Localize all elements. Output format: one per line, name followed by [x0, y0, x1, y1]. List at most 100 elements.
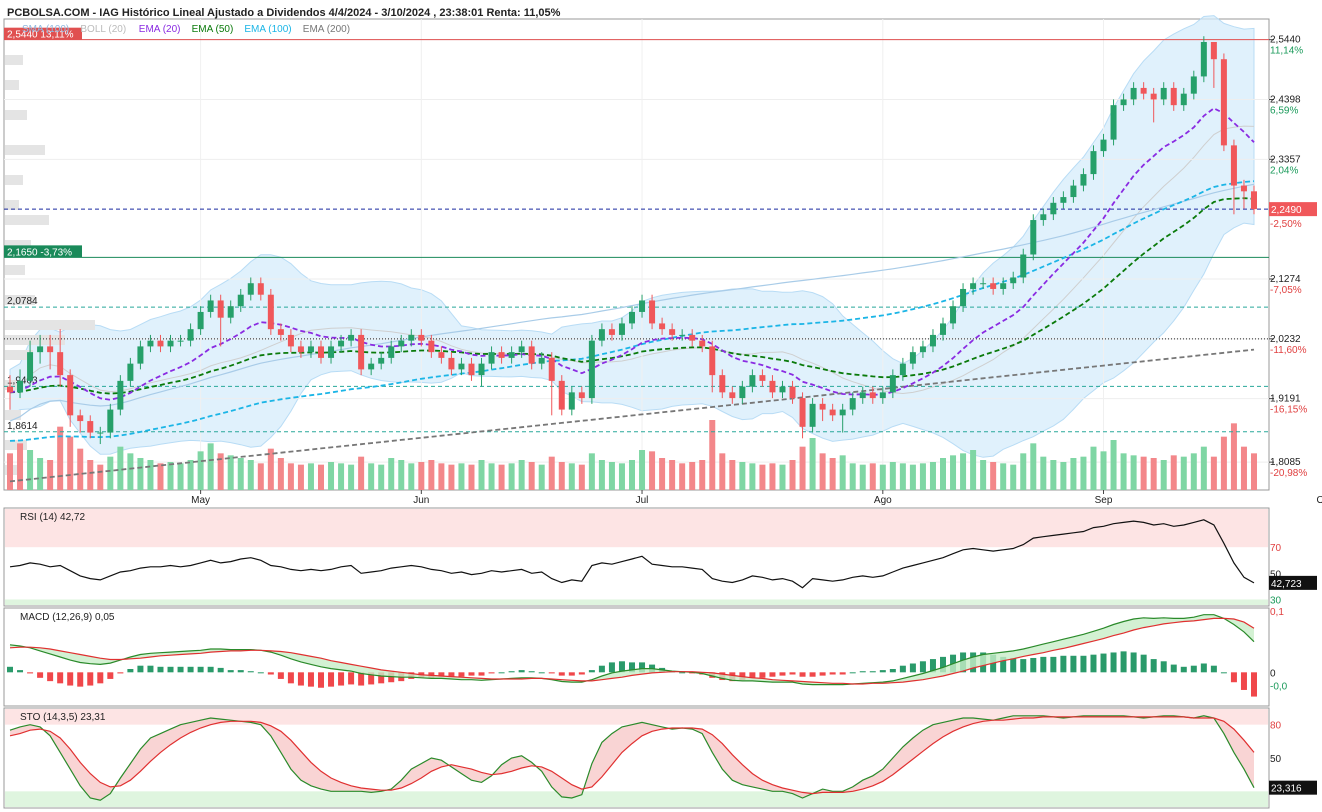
- macd-histogram-bar: [328, 672, 335, 687]
- candle-body: [1251, 191, 1257, 210]
- macd-histogram-bar: [799, 672, 806, 677]
- chart-title: PCBOLSA.COM - IAG Histórico Lineal Ajust…: [7, 7, 561, 19]
- volume-bar: [257, 463, 264, 490]
- macd-histogram-bar: [77, 672, 84, 687]
- candle-body: [227, 306, 234, 318]
- volume-bar: [759, 464, 766, 490]
- candle-body: [889, 375, 896, 393]
- macd-histogram-bar: [157, 666, 164, 673]
- candle-body: [649, 300, 656, 324]
- volume-bar: [147, 460, 154, 490]
- macd-histogram-bar: [889, 669, 896, 673]
- macd-histogram-bar: [227, 670, 234, 673]
- candle-body: [598, 329, 605, 341]
- macd-histogram-bar: [839, 672, 846, 675]
- volume-bar: [719, 453, 726, 490]
- price-tick-label: 1,8085: [1270, 457, 1301, 468]
- last-price-pct: -2,50%: [1270, 219, 1302, 230]
- macd-label: MACD (12,26,9) 0,05: [20, 612, 115, 623]
- candle-body: [1080, 174, 1087, 186]
- candle-body: [1000, 283, 1007, 289]
- volume-bar: [1030, 443, 1037, 490]
- macd-histogram-bar: [508, 671, 515, 673]
- macd-histogram-bar: [388, 672, 395, 683]
- candle-body: [879, 392, 886, 399]
- volume-bar: [398, 460, 405, 490]
- volume-bar: [1060, 462, 1067, 490]
- volume-profile-bar: [5, 215, 49, 225]
- candle-body: [759, 375, 766, 381]
- macd-histogram-bar: [1120, 651, 1127, 673]
- volume-bar: [528, 462, 535, 490]
- volume-bar: [7, 453, 13, 490]
- volume-bar: [889, 462, 896, 490]
- candle-body: [538, 357, 545, 364]
- macd-histogram-bar: [1200, 663, 1207, 673]
- macd-histogram-bar: [197, 666, 204, 673]
- candle-body: [267, 294, 274, 330]
- sto-tick-label: 80: [1270, 721, 1282, 732]
- macd-histogram-bar: [287, 672, 294, 684]
- ema20-line: [9, 107, 1255, 401]
- volume-bar: [919, 463, 926, 490]
- candle-body: [247, 283, 254, 295]
- candle-body: [127, 363, 134, 381]
- candle-body: [358, 334, 365, 370]
- candle-body: [659, 323, 666, 330]
- price-level-label: 2,1650 -3,73%: [7, 247, 72, 258]
- macd-histogram-bar: [448, 672, 455, 677]
- candle-body: [167, 340, 174, 347]
- volume-bar: [1010, 464, 1017, 490]
- volume-bar: [328, 462, 335, 490]
- candle-body: [147, 340, 154, 347]
- candle-body: [578, 392, 585, 399]
- volume-bar: [438, 463, 445, 490]
- volume-bar: [518, 460, 525, 490]
- volume-bar: [1020, 453, 1027, 490]
- candle-body: [1020, 254, 1027, 278]
- volume-bar: [358, 456, 365, 490]
- candle-body: [17, 380, 24, 393]
- sto-tick-label: 50: [1270, 754, 1282, 765]
- macd-histogram-bar: [598, 665, 605, 673]
- volume-bar: [57, 426, 64, 490]
- macd-histogram-bar: [819, 672, 826, 676]
- candle-body: [338, 340, 345, 347]
- last-price-label: 2,2490: [1271, 205, 1302, 216]
- macd-histogram-bar: [1230, 672, 1237, 683]
- rsi-last-label: 42,723: [1271, 579, 1302, 590]
- macd-histogram-bar: [207, 666, 214, 673]
- price-tick-label: 1,9191: [1270, 394, 1301, 405]
- volume-bar: [287, 463, 294, 490]
- volume-bar: [1251, 453, 1257, 490]
- price-tick-label: 2,5440: [1270, 35, 1301, 46]
- price-tick-label: 2,4398: [1270, 95, 1301, 106]
- macd-panel: 0,1 0 -0,0 MACD (12,26,9) 0,05: [3, 607, 1288, 707]
- stochastic-series: 80 50 23,316: [5, 709, 1317, 807]
- candle-body: [418, 334, 425, 341]
- candle-body: [980, 283, 987, 285]
- macd-histogram-bar: [87, 672, 94, 686]
- volume-bar: [729, 460, 736, 490]
- macd-tick-label: -0,0: [1270, 681, 1288, 692]
- volume-bar: [37, 458, 44, 490]
- volume-profile-bar: [5, 440, 27, 450]
- price-tick-label: 2,1274: [1270, 274, 1301, 285]
- volume-bar: [187, 460, 194, 490]
- candle-body: [27, 352, 34, 381]
- macd-histogram-bar: [247, 671, 254, 673]
- candle-body: [488, 352, 495, 364]
- candle-body: [779, 386, 786, 393]
- candle-body: [107, 409, 114, 433]
- macd-histogram-bar: [67, 672, 74, 686]
- macd-histogram-bar: [769, 672, 776, 677]
- volume-bar: [789, 460, 796, 490]
- candle-body: [478, 363, 485, 376]
- candle-body: [899, 363, 906, 376]
- macd-histogram-bar: [859, 671, 866, 673]
- price-panel: 2,5440 13,11%2,1650 -3,73%2,07841,94031,…: [3, 15, 1322, 506]
- macd-histogram-bar: [1130, 652, 1137, 673]
- volume-bar: [899, 463, 906, 490]
- macd-histogram-bar: [47, 672, 54, 682]
